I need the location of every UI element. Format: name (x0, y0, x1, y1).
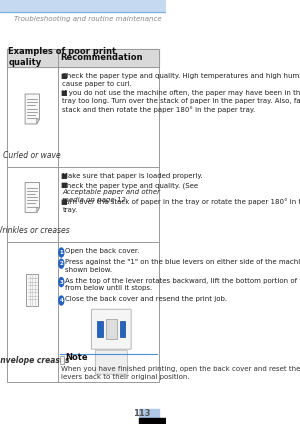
Text: Close the back cover and resend the print job.: Close the back cover and resend the prin… (65, 296, 227, 302)
Text: 2: 2 (59, 261, 63, 266)
Text: ■: ■ (60, 73, 67, 79)
Text: 1: 1 (59, 250, 63, 255)
Polygon shape (25, 94, 40, 124)
Text: Turn over the stack of paper in the tray or rotate the paper 180° in the input
t: Turn over the stack of paper in the tray… (62, 198, 300, 213)
Text: As the top of the lever rotates backward, lift the bottom portion of the lever
f: As the top of the lever rotates backward… (65, 278, 300, 291)
Circle shape (59, 278, 64, 287)
Text: 113: 113 (133, 410, 150, 418)
Text: ■: ■ (60, 198, 67, 205)
Text: ■: ■ (60, 90, 67, 96)
Bar (98, 321, 103, 337)
Text: Check the paper type and quality. (See: Check the paper type and quality. (See (62, 182, 201, 189)
Text: Check the paper type and quality. High temperatures and high humidity will
cause: Check the paper type and quality. High t… (62, 73, 300, 87)
Text: When you have finished printing, open the back cover and reset the two blue
leve: When you have finished printing, open th… (61, 366, 300, 380)
Text: Acceptable paper and other
media on page 12.: Acceptable paper and other media on page… (62, 189, 161, 203)
Text: ■: ■ (60, 182, 67, 188)
Text: 4: 4 (59, 298, 63, 303)
Bar (120, 321, 125, 337)
Text: Recommendation: Recommendation (60, 53, 143, 62)
FancyBboxPatch shape (95, 350, 127, 374)
Text: ■: ■ (60, 173, 67, 179)
Text: Curled or wave: Curled or wave (3, 151, 61, 160)
FancyBboxPatch shape (92, 309, 131, 349)
Text: 3: 3 (59, 279, 63, 285)
Circle shape (59, 248, 64, 257)
Circle shape (59, 259, 64, 268)
Bar (0, 0, 166, 12)
Text: If you do not use the machine often, the paper may have been in the paper
tray t: If you do not use the machine often, the… (62, 90, 300, 113)
Text: Troubleshooting and routine maintenance: Troubleshooting and routine maintenance (14, 16, 161, 22)
Bar (139, 409, 159, 419)
Text: Envelope creases: Envelope creases (0, 356, 70, 365)
Bar (106, 319, 117, 339)
Text: Note: Note (65, 354, 88, 363)
Circle shape (59, 296, 64, 305)
Text: Press against the "1" on the blue levers on either side of the machine as
shown : Press against the "1" on the blue levers… (65, 259, 300, 273)
Polygon shape (25, 182, 40, 212)
Polygon shape (37, 119, 40, 124)
Bar (7, 49, 159, 67)
Text: Wrinkles or creases: Wrinkles or creases (0, 226, 70, 235)
Bar (26, 274, 38, 306)
Bar (60, 356, 64, 364)
Text: Open the back cover.: Open the back cover. (65, 248, 140, 254)
Text: Make sure that paper is loaded properly.: Make sure that paper is loaded properly. (62, 173, 203, 179)
Bar (7, 49, 159, 382)
Text: Examples of poor print
quality: Examples of poor print quality (8, 47, 116, 67)
Bar (139, 418, 166, 424)
Polygon shape (37, 207, 40, 212)
